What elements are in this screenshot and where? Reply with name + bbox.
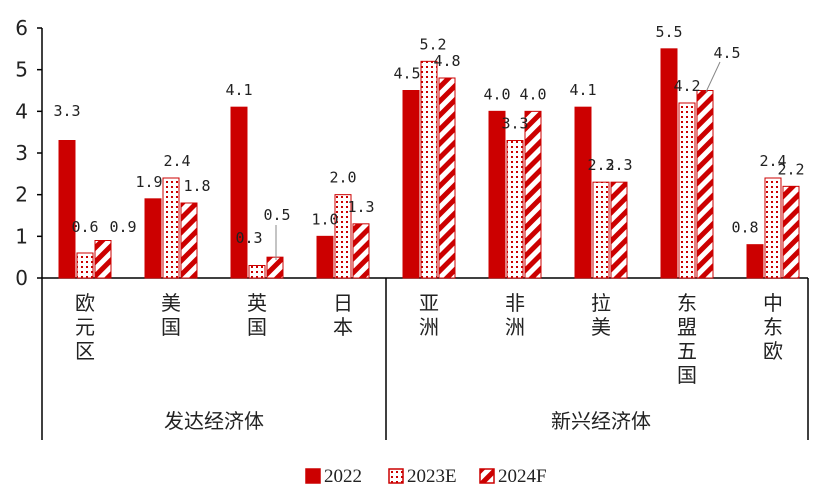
bars <box>58 48 800 279</box>
data-label-2023e: 0.6 <box>71 218 98 236</box>
bar-2024f <box>696 90 714 279</box>
category-label: 本 <box>333 315 353 339</box>
data-label-2023e: 0.3 <box>235 229 262 247</box>
data-label-2024f: 1.8 <box>183 177 210 195</box>
data-label-2022: 3.3 <box>53 102 80 120</box>
category-label: 中 <box>763 291 783 315</box>
bar-2022 <box>144 198 162 279</box>
bar-2024f <box>524 110 542 279</box>
data-label-2023e: 3.3 <box>501 115 528 133</box>
data-label-2023e: 4.2 <box>673 77 700 95</box>
data-label-2024f: 0.5 <box>263 206 290 224</box>
legend-swatch-2023e <box>388 468 404 484</box>
y-tick-label: 3 <box>15 141 28 165</box>
data-label-2022: 5.5 <box>655 23 682 41</box>
y-tick-label: 6 <box>15 16 28 40</box>
bar-2023e <box>248 265 266 279</box>
category-label: 盟 <box>677 315 697 339</box>
y-tick-label: 5 <box>15 58 28 82</box>
category-label: 美 <box>591 315 611 339</box>
bar-2023e <box>420 60 438 279</box>
data-label-2024f: 4.8 <box>433 52 460 70</box>
data-label-2024f: 0.9 <box>109 218 136 236</box>
bar-2023e <box>76 252 94 279</box>
bar-2023e <box>162 177 180 279</box>
legend-swatch-2024f <box>479 468 495 484</box>
data-label-2023e: 2.3 <box>587 156 614 174</box>
legend: 2022 2023E 2024F <box>305 466 547 487</box>
y-tick-label: 4 <box>15 99 28 123</box>
category-label: 元 <box>75 315 95 339</box>
category-label: 国 <box>247 315 267 339</box>
legend-label-2024f: 2024F <box>498 466 547 487</box>
group-label: 新兴经济体 <box>551 409 651 433</box>
data-label-2022: 4.1 <box>225 81 252 99</box>
legend-label-2023e: 2023E <box>407 466 457 487</box>
category-label: 欧 <box>763 339 783 363</box>
category-label: 东 <box>677 291 697 315</box>
y-tick-label: 0 <box>15 266 28 290</box>
category-label: 英 <box>247 291 267 315</box>
bar-2023e <box>334 194 352 279</box>
y-tick-label: 2 <box>15 183 28 207</box>
bar-2024f <box>94 240 112 279</box>
category-label: 洲 <box>505 315 525 339</box>
category-label: 美 <box>161 291 181 315</box>
category-label: 亚 <box>419 291 439 315</box>
data-label-2022: 1.9 <box>135 173 162 191</box>
bar-2022 <box>230 106 248 279</box>
bar-2023e <box>506 140 524 279</box>
bar-2023e <box>764 177 782 279</box>
data-label-2022: 4.5 <box>393 65 420 83</box>
category-label: 拉 <box>591 291 611 315</box>
group-label: 发达经济体 <box>164 409 264 433</box>
bar-2022 <box>574 106 592 279</box>
data-label-2022: 1.0 <box>311 210 338 228</box>
y-tick-label: 1 <box>15 224 28 248</box>
data-label-2024f: 1.3 <box>347 198 374 216</box>
data-label-2024f: 4.5 <box>713 44 740 62</box>
category-label: 国 <box>161 315 181 339</box>
bar-2023e <box>592 181 610 279</box>
leader-line <box>705 61 721 93</box>
data-label-2023e: 2.4 <box>759 152 786 170</box>
bar-2022 <box>402 90 420 279</box>
legend-label-2022: 2022 <box>324 466 362 487</box>
category-label: 国 <box>677 363 697 387</box>
data-label-2022: 4.0 <box>483 85 510 103</box>
category-label: 欧 <box>75 291 95 315</box>
data-label-2024f: 2.3 <box>605 156 632 174</box>
data-label-2024f: 4.0 <box>519 85 546 103</box>
data-labels: 3.30.6 0.91.92.41.84.10.30.5 1.02.01.34.55… <box>53 23 805 260</box>
data-label-2023e: 5.2 <box>419 35 446 53</box>
category-label: 洲 <box>419 315 439 339</box>
bar-2022 <box>58 140 76 279</box>
data-label-2024f: 2.2 <box>777 160 804 178</box>
bar-2022 <box>746 244 764 279</box>
category-label: 日 <box>333 291 353 315</box>
bar-2024f <box>352 223 370 279</box>
bar-2024f <box>266 256 284 279</box>
data-label-2023e: 2.4 <box>163 152 190 170</box>
category-label: 东 <box>763 315 783 339</box>
bar-2024f <box>610 181 628 279</box>
bar-2022 <box>488 110 506 279</box>
bar-2024f <box>438 77 456 279</box>
category-label: 区 <box>75 339 95 363</box>
data-label-2023e: 2.0 <box>329 169 356 187</box>
bar-2023e <box>678 102 696 279</box>
data-label-2022: 0.8 <box>731 219 758 237</box>
bar-2022 <box>660 48 678 279</box>
data-label-2022: 4.1 <box>569 81 596 99</box>
legend-swatch-2022 <box>305 468 321 484</box>
bar-2024f <box>180 202 198 279</box>
category-label: 非 <box>505 291 525 315</box>
category-label: 五 <box>677 339 697 363</box>
bar-2022 <box>316 235 334 279</box>
bar-2024f <box>782 185 800 279</box>
